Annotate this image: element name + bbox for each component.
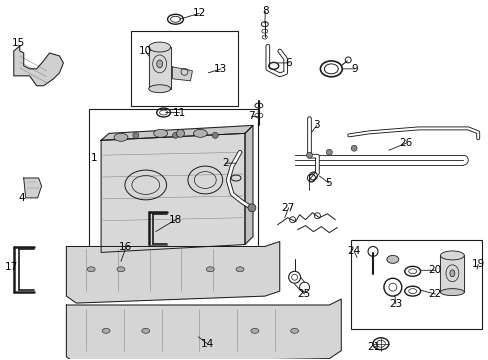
Text: 7: 7 — [247, 112, 254, 121]
Ellipse shape — [290, 328, 298, 333]
Text: 24: 24 — [346, 247, 360, 256]
Ellipse shape — [102, 328, 110, 333]
Polygon shape — [148, 47, 170, 89]
Ellipse shape — [193, 129, 207, 137]
Ellipse shape — [206, 267, 214, 272]
Polygon shape — [14, 46, 63, 86]
Ellipse shape — [148, 85, 170, 93]
Text: 17: 17 — [5, 262, 18, 272]
Ellipse shape — [156, 60, 163, 68]
Text: 9: 9 — [350, 64, 357, 74]
Text: 4: 4 — [19, 193, 25, 203]
Ellipse shape — [148, 42, 170, 52]
Text: 26: 26 — [398, 138, 411, 148]
Ellipse shape — [440, 251, 463, 260]
Ellipse shape — [114, 133, 128, 141]
Polygon shape — [66, 299, 341, 360]
Bar — [350, 239, 481, 329]
Ellipse shape — [117, 267, 124, 272]
Bar — [131, 31, 238, 105]
Circle shape — [176, 129, 184, 137]
Polygon shape — [172, 67, 192, 81]
Polygon shape — [244, 125, 252, 244]
Ellipse shape — [440, 289, 463, 296]
Bar — [89, 109, 257, 275]
Ellipse shape — [153, 129, 167, 137]
Text: 8: 8 — [262, 6, 268, 16]
Ellipse shape — [250, 328, 258, 333]
Polygon shape — [66, 242, 279, 303]
Circle shape — [350, 145, 356, 151]
Polygon shape — [101, 125, 252, 140]
Text: 3: 3 — [313, 121, 320, 130]
Text: 13: 13 — [214, 64, 227, 74]
Text: 23: 23 — [388, 299, 401, 309]
Text: 14: 14 — [200, 339, 213, 349]
Text: 12: 12 — [192, 8, 205, 18]
Circle shape — [172, 132, 178, 138]
Polygon shape — [24, 178, 41, 198]
Text: 25: 25 — [297, 289, 310, 299]
Circle shape — [133, 132, 139, 138]
Circle shape — [212, 132, 218, 138]
Text: 2: 2 — [222, 158, 228, 168]
Text: 19: 19 — [471, 259, 484, 269]
Ellipse shape — [236, 267, 244, 272]
Circle shape — [306, 152, 312, 158]
Text: 6: 6 — [285, 58, 292, 68]
Text: 18: 18 — [168, 215, 182, 225]
Polygon shape — [440, 255, 463, 292]
Text: 22: 22 — [427, 289, 441, 299]
Circle shape — [247, 204, 255, 212]
Ellipse shape — [386, 255, 398, 264]
Circle shape — [325, 149, 332, 155]
Text: 15: 15 — [12, 38, 25, 48]
Ellipse shape — [142, 328, 149, 333]
Text: 11: 11 — [172, 108, 185, 117]
Text: 1: 1 — [91, 153, 98, 163]
Text: 5: 5 — [325, 178, 331, 188]
Text: 10: 10 — [139, 46, 152, 56]
Ellipse shape — [87, 267, 95, 272]
Text: 20: 20 — [427, 265, 441, 275]
Ellipse shape — [449, 270, 454, 277]
Text: 27: 27 — [281, 203, 294, 213]
Polygon shape — [101, 133, 244, 252]
Text: 21: 21 — [366, 342, 380, 352]
Text: 16: 16 — [119, 243, 132, 252]
